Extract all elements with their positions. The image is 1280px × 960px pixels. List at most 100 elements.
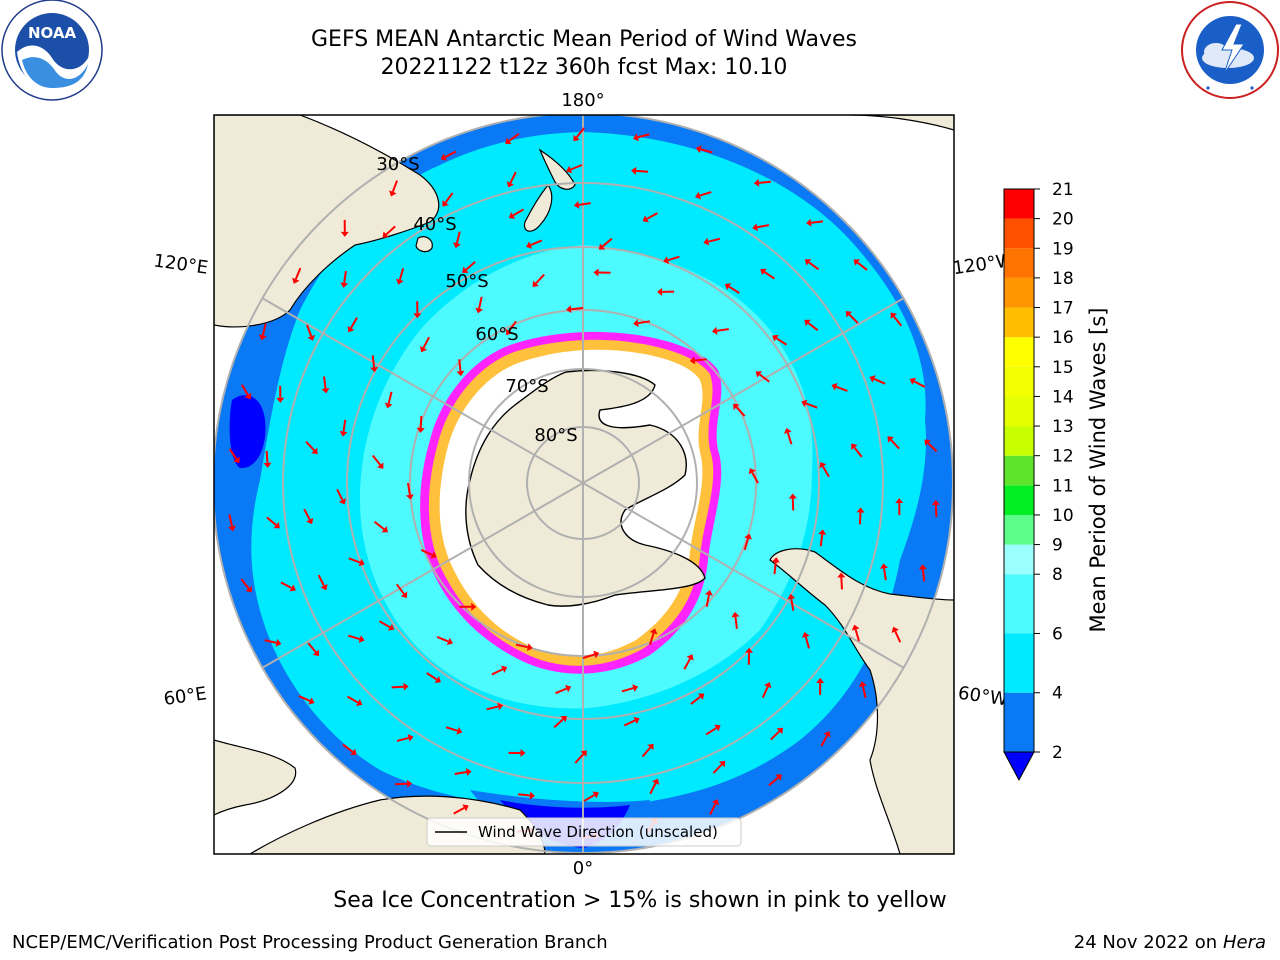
wind-wave-arrow-head [772, 334, 779, 342]
wind-wave-arrow-head [440, 153, 448, 161]
wind-wave-arrow-head [598, 243, 606, 250]
wind-wave-arrow-shaft [455, 231, 461, 244]
wind-wave-arrow-head [244, 393, 252, 400]
wind-wave-arrow-shaft [822, 465, 830, 478]
wind-wave-arrow-shaft [743, 538, 750, 551]
wind-wave-arrow-head [308, 697, 315, 705]
wind-wave-arrow-head [804, 319, 811, 327]
wind-wave-arrow-shaft [641, 746, 652, 758]
wind-wave-arrow-head [565, 684, 572, 693]
wind-wave-arrow-head [312, 649, 320, 657]
wind-wave-arrow-head [405, 494, 414, 500]
wind-wave-arrow-shaft [387, 391, 393, 404]
wind-wave-arrow-head [819, 461, 827, 469]
wind-wave-arrow-head [924, 439, 931, 446]
wind-wave-arrow-shaft [391, 685, 404, 689]
wind-wave-arrow-head [292, 277, 300, 284]
wind-wave-arrow-shaft [465, 261, 476, 271]
colorbar-tick-label: 18 [1052, 269, 1074, 289]
wind-wave-arrow-head [400, 591, 408, 598]
wind-wave-arrow-head [714, 724, 721, 732]
wind-wave-arrow-head [657, 287, 663, 296]
wind-wave-arrow-shaft [768, 776, 779, 787]
colorbar-bin-19-20 [1004, 218, 1034, 249]
wind-wave-arrow-shaft [478, 296, 483, 309]
date-line: 24 Nov 2022 on Hera [1074, 932, 1266, 953]
colorbar-bin-14-15 [1004, 366, 1034, 397]
wind-wave-arrow-shaft [621, 687, 634, 693]
wind-wave-arrow-shaft [708, 237, 721, 243]
wind-wave-arrow-shaft [515, 643, 528, 649]
wind-wave-arrow-head [695, 191, 701, 200]
wind-wave-arrow-head [755, 371, 763, 378]
wind-wave-arrow-shaft [419, 415, 423, 429]
wind-wave-arrow-head [506, 181, 514, 188]
wind-wave-arrow-head [413, 313, 422, 319]
wind-wave-arrow-head [788, 493, 797, 499]
wind-wave-arrow-head [566, 305, 572, 314]
antarctica [465, 369, 706, 607]
wind-wave-arrow-shaft [535, 273, 545, 285]
wind-wave-arrow-shaft [570, 307, 584, 311]
wind-wave-arrow-head [446, 637, 453, 646]
wind-wave-arrow-shaft [323, 376, 327, 389]
lat-label-80s: 80°S [534, 425, 577, 446]
wind-wave-arrow-shaft [667, 255, 680, 262]
wind-wave-arrow-head [801, 631, 810, 638]
wind-wave-arrow-shaft [820, 735, 828, 747]
wind-wave-arrow-head [350, 748, 357, 755]
wind-wave-arrow-shaft [734, 616, 738, 629]
wind-wave-arrow-shaft [601, 237, 613, 248]
colorbar-tick-label: 12 [1052, 447, 1074, 467]
wind-wave-arrow-shaft [757, 224, 770, 229]
colorbar-bin-9-10 [1004, 514, 1034, 545]
graticule [214, 115, 954, 854]
date-text: 24 Nov 2022 on [1073, 932, 1218, 953]
colorbar: 21 20 19 18 17 16 15 14 13 12 11 10 9 8 6 4 2 [1003, 180, 1074, 782]
colorbar-bin-13-14 [1004, 396, 1034, 427]
wind-wave-arrow-shaft [790, 598, 795, 611]
colorbar-tick-label: 13 [1052, 417, 1074, 437]
wind-wave-arrow-head [370, 366, 379, 373]
wind-wave-arrow-head [526, 241, 533, 249]
wind-wave-arrow-head [462, 266, 469, 273]
colorbar-extend-min [1003, 751, 1035, 782]
wind-wave-arrow-head [909, 377, 917, 385]
lon-label-120e: 120°E [152, 250, 209, 278]
wind-wave-arrow-shaft [294, 267, 302, 280]
noaa-logo: NOAA [1, 0, 103, 101]
wind-wave-arrow-shaft [317, 574, 325, 587]
wind-wave-arrow-head [306, 517, 314, 525]
colorbar-tick-label: 11 [1052, 476, 1074, 496]
wind-wave-arrow-head [647, 743, 654, 751]
new-zealand-north [538, 148, 576, 190]
wind-wave-arrow-shaft [775, 337, 788, 346]
wind-wave-arrow-shaft [379, 620, 391, 629]
wind-wave-arrow-shaft [690, 695, 701, 705]
colorbar-bin-15-16 [1004, 337, 1034, 367]
wind-wave-arrow-head [520, 748, 526, 757]
wind-wave-arrow-head [355, 698, 363, 706]
lon-label-180: 180° [561, 90, 604, 111]
colorbar-tick-label: 2 [1052, 743, 1063, 763]
colorbar-bin-17-18 [1004, 277, 1034, 308]
wind-wave-arrow-head [764, 682, 772, 689]
wind-wave-arrow-shaft [241, 384, 249, 396]
wind-wave-arrow-head [695, 145, 702, 154]
colorbar-tick-label: 19 [1052, 239, 1074, 259]
wind-wave-arrow-shaft [894, 630, 902, 643]
wind-wave-arrow-head [652, 778, 660, 785]
wind-wave-arrow-shaft [582, 653, 595, 659]
wind-wave-arrow-head [856, 507, 865, 513]
wind-wave-arrow-head [593, 268, 599, 277]
wind-wave-arrow-head [853, 259, 860, 266]
wind-wave-arrow-head [880, 563, 888, 569]
wind-wave-arrow-head [358, 635, 365, 643]
wind-wave-arrow-head [566, 165, 573, 174]
nws-logo [1181, 1, 1279, 99]
wind-wave-arrow-head [465, 768, 472, 776]
wind-wave-arrow-head [233, 456, 240, 464]
wind-wave-arrow-head [276, 397, 285, 403]
wind-wave-arrow-head [818, 529, 827, 535]
wind-wave-arrow-head [697, 693, 705, 700]
